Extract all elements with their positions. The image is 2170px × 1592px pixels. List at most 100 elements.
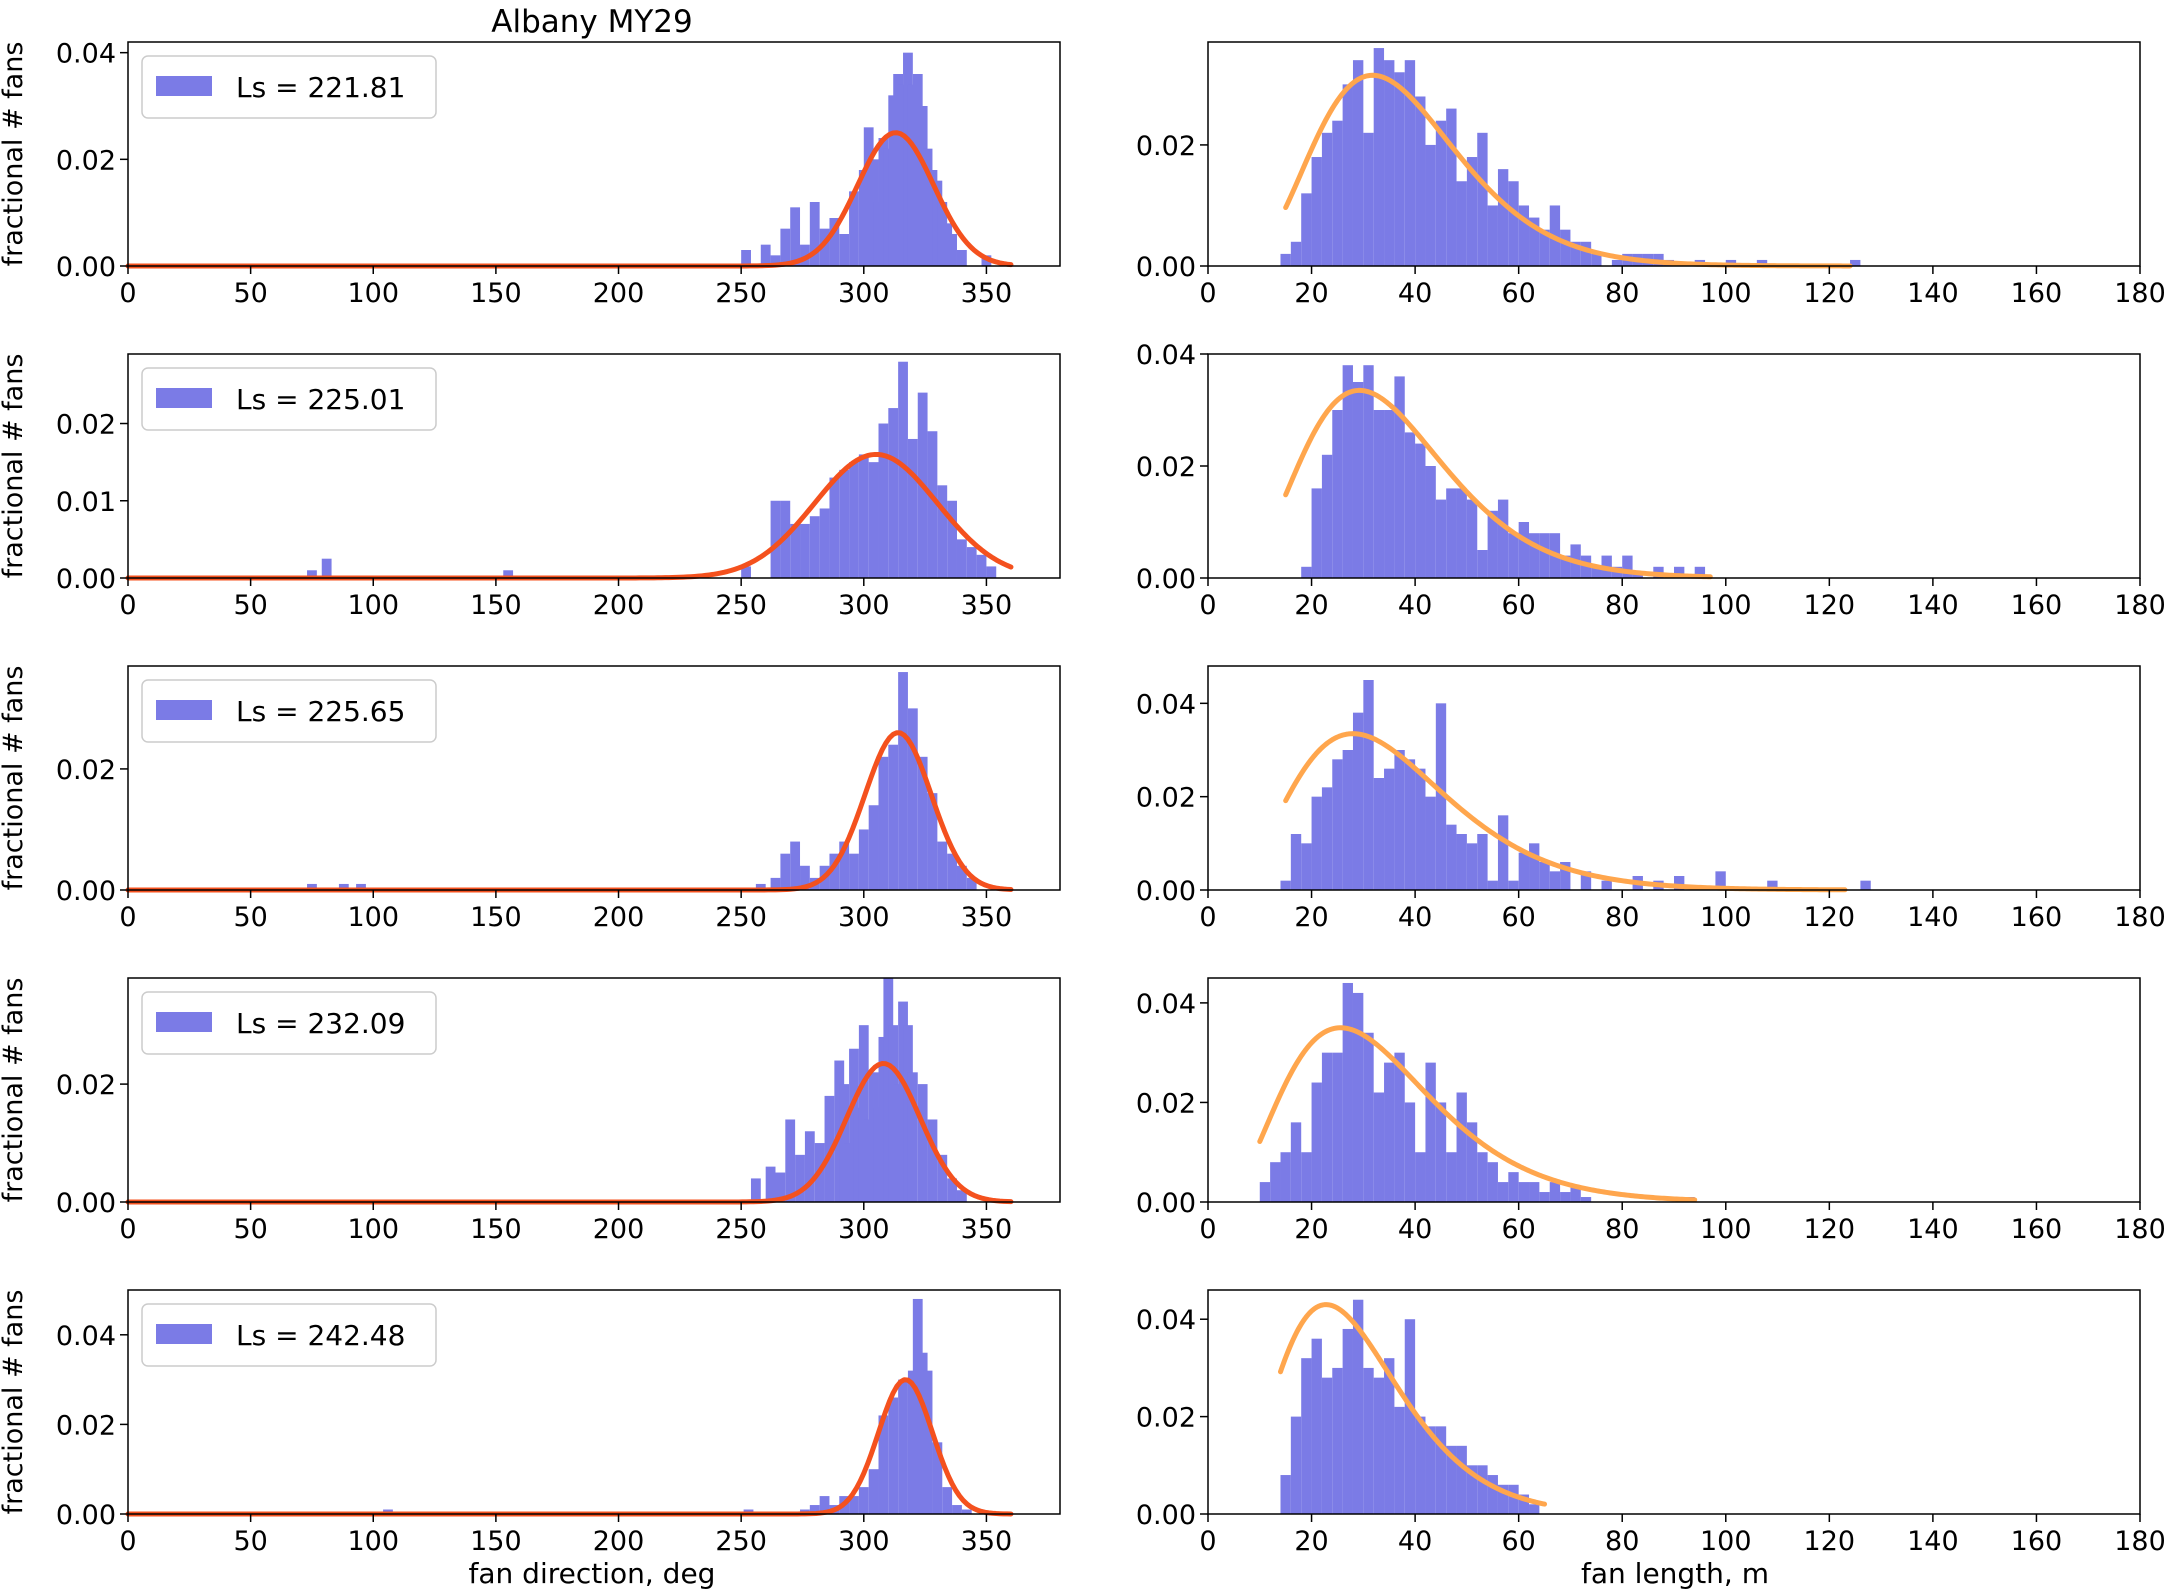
axes-frame [127, 353, 1061, 579]
histogram-bar [888, 1397, 899, 1514]
x-tick-label: 50 [233, 278, 267, 309]
histogram-bar [878, 1415, 889, 1514]
histogram-bar [1301, 566, 1312, 578]
legend: Ls = 221.81 [141, 55, 437, 119]
histogram-bar [956, 1190, 967, 1202]
x-tick-label: 40 [1398, 1526, 1432, 1557]
histogram-bar [770, 255, 781, 266]
legend-swatch [156, 1012, 212, 1032]
histogram-bar [1456, 1445, 1467, 1514]
histogram-bar [1539, 862, 1550, 890]
x-tick-label: 350 [961, 278, 1013, 309]
x-tick-label: 50 [233, 590, 267, 621]
legend-label: Ls = 225.65 [236, 695, 405, 728]
histogram-bar [1373, 410, 1385, 578]
histogram-bar [907, 1072, 918, 1202]
histogram-bar [1321, 132, 1333, 266]
x-tick-label: 100 [1700, 1526, 1752, 1557]
histogram-bar [956, 865, 967, 890]
histogram-bar [898, 361, 908, 578]
histogram-bar [1311, 1082, 1322, 1202]
x-tick-label: 200 [593, 278, 645, 309]
histogram-bar [898, 672, 908, 890]
histogram-bar [1466, 843, 1478, 890]
y-tick-label: 0.02 [1136, 783, 1196, 814]
histogram-bar [1466, 157, 1478, 266]
histogram-bar [1435, 499, 1447, 578]
histogram-bar [956, 539, 967, 578]
histogram-bar [1446, 108, 1457, 266]
histogram-bar [1280, 1152, 1291, 1202]
histogram-bar [1446, 488, 1457, 578]
histogram-bar [1301, 843, 1312, 890]
histogram-bar [1529, 843, 1540, 890]
axes-frame [127, 977, 1061, 1203]
histogram-bar [338, 883, 349, 890]
histogram-bar [868, 1469, 879, 1514]
histogram-bar [956, 250, 967, 266]
x-tick-label: 0 [1199, 1214, 1216, 1245]
legend: Ls = 225.01 [141, 367, 437, 431]
x-tick-label: 160 [2011, 902, 2063, 933]
histogram-bar [1384, 60, 1395, 266]
x-tick-label: 40 [1398, 902, 1432, 933]
x-tick-label: 350 [961, 1214, 1013, 1245]
x-tick-label: 150 [470, 590, 522, 621]
x-tick-label: 0 [119, 902, 136, 933]
histogram-bar [1394, 750, 1405, 890]
histogram-bar [1477, 132, 1488, 266]
y-axis-label: fractional # fans [0, 978, 29, 1203]
x-tick-label: 250 [715, 278, 767, 309]
x-tick-label: 140 [1907, 902, 1959, 933]
y-tick-label: 0.02 [56, 410, 116, 441]
x-tick-label: 100 [1700, 590, 1752, 621]
x-tick-label: 180 [2114, 1526, 2166, 1557]
histogram-bar [1674, 876, 1685, 890]
legend-box [141, 367, 437, 431]
histogram-bar [790, 207, 801, 266]
histogram-bar [907, 438, 918, 578]
panel-length-4: 0 20 40 60 80 100 120 140 160 180 0.00 0.02 0.04 [1136, 1289, 2166, 1557]
histogram-bar [1394, 1406, 1405, 1514]
x-tick-label: 20 [1294, 902, 1328, 933]
histogram-bar [770, 500, 781, 578]
y-tick-label: 0.04 [56, 39, 116, 70]
histogram-bar [1850, 259, 1861, 266]
histogram-bar [1446, 824, 1457, 890]
x-tick-label: 20 [1294, 590, 1328, 621]
histogram-bar [858, 1025, 869, 1202]
histogram-bar [1363, 680, 1374, 890]
histogram-bar [1580, 241, 1592, 266]
y-axis-label: fractional # fans [0, 42, 29, 267]
histogram-bar [1508, 181, 1519, 266]
histogram-bar [1466, 1465, 1478, 1514]
histogram-bar [1342, 982, 1353, 1202]
histogram-bar [1290, 834, 1302, 890]
x-tick-label: 300 [838, 1214, 890, 1245]
histogram-bar [878, 756, 889, 890]
histogram-bar [1529, 1182, 1540, 1202]
histogram-bar [1342, 365, 1353, 578]
histogram-bar [966, 877, 977, 890]
histogram-bar [1539, 1192, 1550, 1202]
histogram-bar [1373, 1092, 1385, 1202]
x-tick-label: 60 [1501, 590, 1535, 621]
x-tick-label: 80 [1605, 902, 1639, 933]
histogram-bar [1435, 120, 1447, 267]
histogram-bar [839, 841, 850, 890]
histogram-bar [1373, 778, 1385, 890]
histogram-bar [1601, 880, 1612, 890]
histogram-bar [800, 523, 810, 578]
y-tick-label: 0.02 [56, 1070, 116, 1101]
histogram-bar [1373, 48, 1385, 267]
histogram-bar [780, 228, 791, 266]
histogram-bar [858, 454, 869, 578]
y-tick-label: 0.00 [56, 564, 116, 595]
histogram-bar [1580, 1197, 1592, 1202]
histogram-bar [1290, 241, 1302, 266]
histogram-bar [1456, 488, 1467, 578]
histogram-bar [1332, 1367, 1343, 1514]
x-tick-label: 80 [1605, 590, 1639, 621]
histogram-bar [937, 485, 948, 578]
